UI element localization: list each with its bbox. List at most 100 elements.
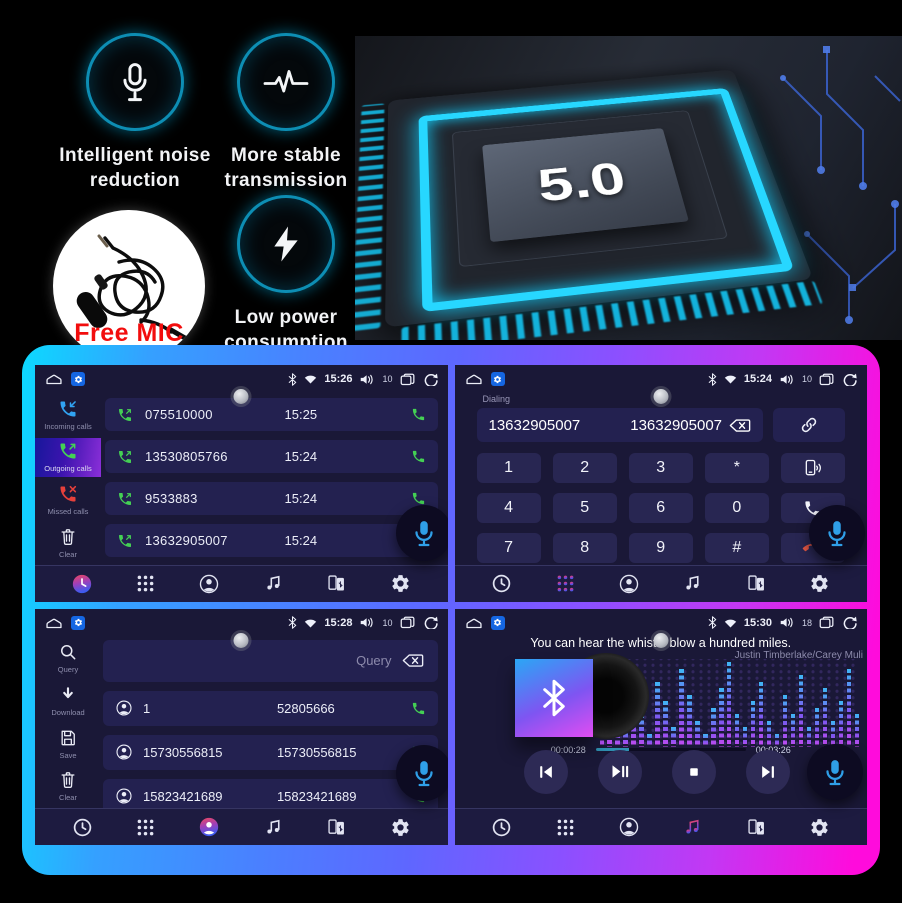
contact-row[interactable]: 15823421689 15823421689 bbox=[103, 778, 438, 814]
voice-assistant-button[interactable] bbox=[807, 743, 863, 800]
nav-phone-link[interactable] bbox=[743, 814, 769, 840]
nav-apps[interactable] bbox=[552, 814, 578, 840]
nav-apps[interactable] bbox=[133, 814, 159, 840]
backspace-icon[interactable] bbox=[729, 418, 751, 433]
outgoing-call-icon bbox=[117, 491, 133, 507]
nav-settings[interactable] bbox=[387, 571, 413, 597]
progress-bar[interactable] bbox=[595, 748, 746, 751]
home-icon[interactable] bbox=[465, 373, 483, 385]
contact-row[interactable]: 1 52805666 bbox=[103, 690, 438, 726]
contact-avatar-icon bbox=[115, 699, 133, 717]
key-2[interactable]: 2 bbox=[552, 453, 617, 483]
key-hash[interactable]: # bbox=[704, 533, 769, 563]
sidebar-item-outgoing-calls[interactable]: Outgoing calls bbox=[35, 437, 101, 478]
nav-contacts[interactable] bbox=[196, 571, 222, 597]
call-button[interactable] bbox=[411, 449, 426, 464]
voice-assistant-button[interactable] bbox=[395, 505, 448, 561]
back-icon[interactable] bbox=[422, 616, 438, 629]
key-5[interactable]: 5 bbox=[552, 493, 617, 523]
bottom-nav bbox=[454, 564, 867, 602]
dialed-number: 13632905007 bbox=[488, 416, 581, 434]
nav-call-history-active[interactable] bbox=[69, 571, 95, 597]
dial-pad: 1 2 3 * 4 5 6 0 7 8 9 # bbox=[476, 453, 846, 563]
nav-apps-active[interactable] bbox=[552, 571, 578, 597]
sidebar-item-incoming-calls[interactable]: Incoming calls bbox=[35, 395, 101, 435]
contact-search-input[interactable]: Query bbox=[103, 639, 438, 682]
dialing-label: Dialing bbox=[482, 394, 511, 404]
nav-apps[interactable] bbox=[133, 571, 159, 597]
phone-speaker-icon bbox=[803, 458, 823, 478]
nav-music[interactable] bbox=[260, 571, 286, 597]
sidebar-item-query[interactable]: Query bbox=[35, 639, 101, 679]
nav-settings[interactable] bbox=[807, 814, 833, 840]
camera-hole bbox=[653, 389, 669, 404]
nav-music[interactable] bbox=[680, 571, 706, 597]
bluetooth-version-text: 5.0 bbox=[534, 153, 631, 212]
key-audio-transfer[interactable] bbox=[780, 453, 845, 483]
app-notification-badge bbox=[71, 615, 85, 630]
nav-phone-link[interactable] bbox=[743, 571, 769, 597]
voice-assistant-button[interactable] bbox=[809, 505, 865, 561]
key-1[interactable]: 1 bbox=[476, 453, 541, 483]
stop-button[interactable] bbox=[671, 749, 716, 794]
nav-phone-link[interactable] bbox=[324, 571, 350, 597]
elapsed-time: 00:00:28 bbox=[550, 744, 586, 755]
nav-music-active[interactable] bbox=[680, 814, 706, 840]
nav-call-history[interactable] bbox=[69, 814, 95, 840]
recents-icon[interactable] bbox=[400, 373, 415, 386]
back-icon[interactable] bbox=[422, 373, 438, 386]
dial-number-input[interactable]: 13632905007 13632905007 bbox=[476, 408, 763, 442]
search-icon bbox=[58, 642, 78, 662]
nav-music[interactable] bbox=[260, 814, 286, 840]
contact-row[interactable]: 15730556815 15730556815 bbox=[103, 734, 438, 770]
nav-settings[interactable] bbox=[387, 814, 413, 840]
status-time: 15:28 bbox=[324, 616, 353, 629]
next-track-button[interactable] bbox=[745, 749, 790, 794]
volume-level: 10 bbox=[801, 374, 812, 384]
home-icon[interactable] bbox=[45, 617, 63, 629]
recents-icon[interactable] bbox=[819, 373, 834, 386]
app-notification-badge bbox=[490, 615, 505, 630]
play-pause-button[interactable] bbox=[597, 749, 642, 794]
recents-icon[interactable] bbox=[819, 616, 834, 629]
sidebar-item-save[interactable]: Save bbox=[35, 724, 101, 764]
call-button[interactable] bbox=[411, 491, 426, 506]
key-6[interactable]: 6 bbox=[628, 493, 693, 523]
sidebar-item-clear[interactable]: Clear bbox=[35, 766, 101, 806]
key-8[interactable]: 8 bbox=[552, 533, 617, 563]
bt-link-button[interactable] bbox=[773, 408, 845, 442]
nav-contacts-active[interactable] bbox=[196, 814, 222, 840]
call-row[interactable]: 075510000 15:25 bbox=[105, 398, 438, 431]
status-time: 15:26 bbox=[324, 373, 353, 385]
call-button[interactable] bbox=[411, 701, 426, 716]
key-7[interactable]: 7 bbox=[476, 533, 541, 563]
nav-settings[interactable] bbox=[807, 571, 833, 597]
sidebar-item-missed-calls[interactable]: Missed calls bbox=[35, 480, 101, 520]
sidebar-item-download[interactable]: Download bbox=[35, 681, 101, 721]
backspace-icon[interactable] bbox=[402, 653, 424, 668]
sidebar-item-clear[interactable]: Clear bbox=[35, 523, 101, 563]
previous-track-button[interactable] bbox=[523, 749, 568, 794]
recents-icon[interactable] bbox=[400, 616, 415, 629]
home-icon[interactable] bbox=[45, 373, 63, 385]
back-icon[interactable] bbox=[841, 616, 857, 629]
key-0[interactable]: 0 bbox=[704, 493, 769, 523]
microphone-icon bbox=[409, 518, 439, 548]
nav-call-history[interactable] bbox=[489, 571, 515, 597]
call-button[interactable] bbox=[411, 407, 426, 422]
nav-contacts[interactable] bbox=[616, 814, 642, 840]
nav-contacts[interactable] bbox=[616, 571, 642, 597]
voice-assistant-button[interactable] bbox=[395, 744, 448, 801]
gradient-frame: 15:26 10 Incoming calls Outgoing calls bbox=[22, 345, 880, 875]
key-9[interactable]: 9 bbox=[628, 533, 693, 563]
key-4[interactable]: 4 bbox=[476, 493, 541, 523]
home-icon[interactable] bbox=[465, 617, 483, 629]
call-row[interactable]: 9533883 15:24 bbox=[105, 482, 438, 515]
call-row[interactable]: 13530805766 15:24 bbox=[105, 440, 438, 473]
nav-call-history[interactable] bbox=[489, 814, 515, 840]
back-icon[interactable] bbox=[841, 373, 857, 386]
nav-phone-link[interactable] bbox=[324, 814, 350, 840]
call-row[interactable]: 13632905007 15:24 bbox=[105, 524, 438, 557]
key-3[interactable]: 3 bbox=[628, 453, 693, 483]
key-star[interactable]: * bbox=[704, 453, 769, 483]
